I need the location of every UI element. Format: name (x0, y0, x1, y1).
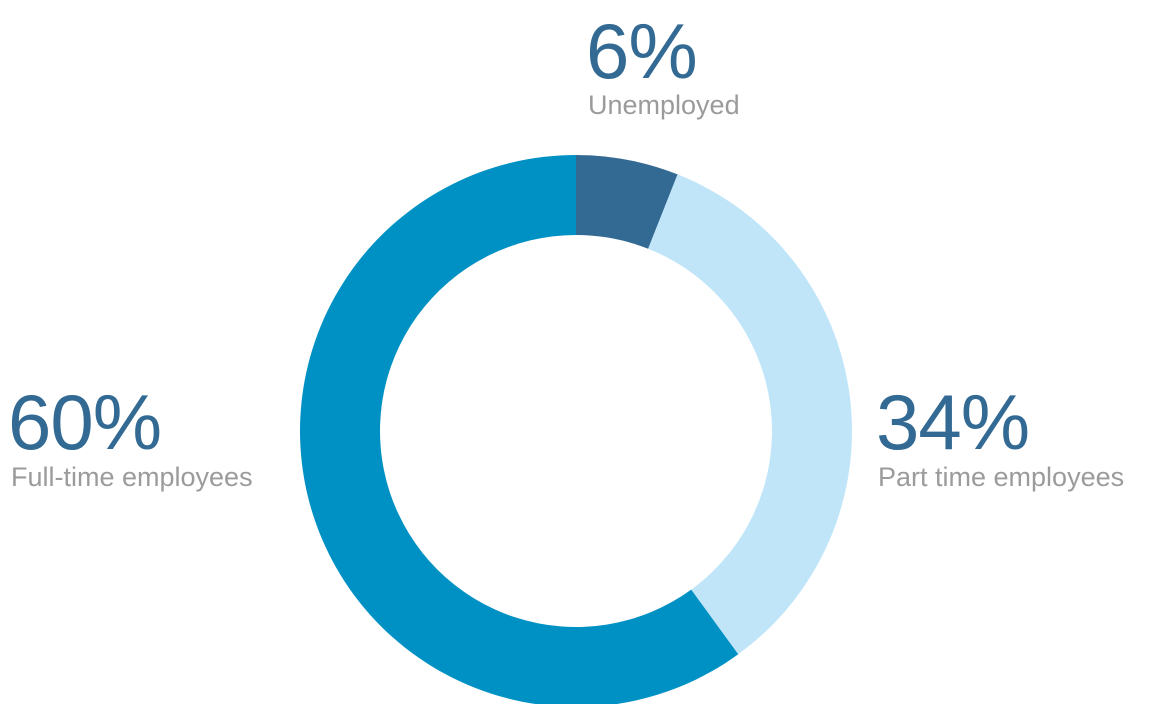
full-time-percent: 60% (8, 378, 162, 466)
part-time-percent: 34% (876, 378, 1030, 466)
slice-part-time-employees (648, 174, 852, 655)
slice-full-time-employees (300, 155, 739, 704)
full-time-label: Full-time employees (11, 462, 253, 492)
unemployed-percent: 6% (586, 7, 698, 95)
unemployed-label: Unemployed (588, 90, 740, 120)
part-time-label: Part time employees (878, 462, 1125, 492)
slice-unemployed (576, 155, 678, 249)
